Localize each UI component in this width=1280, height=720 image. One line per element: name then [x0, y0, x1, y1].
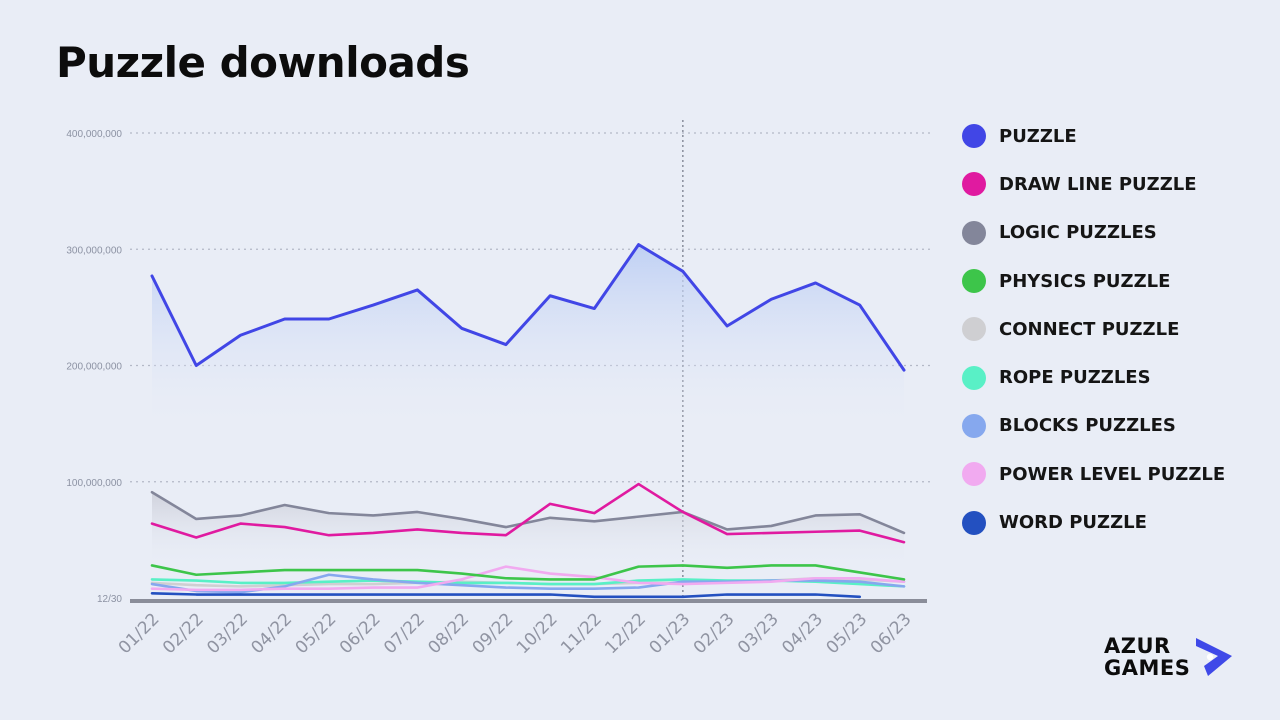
- x-tick-label: 06/22: [336, 609, 385, 658]
- series-areas: [152, 244, 904, 564]
- y-tick-label: 300,000,000: [66, 245, 122, 256]
- legend-item[interactable]: WORD PUZZLE: [962, 498, 1225, 546]
- x-tick-label: 01/23: [646, 609, 695, 658]
- azur-games-logo: AZUR GAMES: [1104, 632, 1234, 682]
- legend-item[interactable]: ROPE PUZZLES: [962, 353, 1225, 401]
- series-line: [150, 592, 862, 599]
- x-tick-label: 04/23: [778, 609, 827, 658]
- legend-swatch: [962, 269, 986, 294]
- x-tick-label: 05/23: [823, 609, 872, 658]
- series-area: [152, 492, 904, 564]
- legend-label: ROPE PUZZLES: [999, 367, 1151, 389]
- legend-label: BLOCKS PUZZLES: [999, 415, 1176, 437]
- series-area: [152, 244, 904, 424]
- x-axis-line: [130, 599, 927, 603]
- series-line: [150, 243, 906, 372]
- legend-swatch: [962, 124, 986, 149]
- legend-swatch: [962, 413, 986, 438]
- series-line: [150, 482, 906, 544]
- y-tick-label: 12/30: [97, 594, 122, 605]
- y-tick-label: 200,000,000: [66, 362, 122, 373]
- legend-label: POWER LEVEL PUZZLE: [999, 463, 1226, 485]
- legend-label: PHYSICS PUZZLE: [999, 270, 1171, 292]
- legend-swatch: [962, 365, 986, 390]
- legend-swatch: [962, 172, 986, 197]
- legend-label: PUZZLE: [999, 125, 1077, 147]
- series-line: [150, 490, 906, 535]
- chart-title: Puzzle downloads: [56, 38, 470, 87]
- x-tick-label: 12/22: [601, 609, 650, 658]
- x-tick-label: 09/22: [469, 609, 518, 658]
- legend-label: DRAW LINE PUZZLE: [999, 173, 1197, 195]
- logo-text-line2: GAMES: [1104, 656, 1191, 680]
- series-line: [150, 564, 906, 581]
- legend-item[interactable]: LOGIC PUZZLES: [962, 209, 1225, 257]
- line-chart: 12/30 100,000,000 200,000,000 300,000,000 40…: [66, 120, 930, 658]
- legend-label: WORD PUZZLE: [999, 512, 1147, 534]
- legend-swatch: [962, 462, 986, 487]
- x-tick-label: 03/22: [203, 609, 252, 658]
- legend-item[interactable]: BLOCKS PUZZLES: [962, 402, 1225, 450]
- legend-label: CONNECT PUZZLE: [999, 318, 1180, 340]
- logo-text-line1: AZUR: [1104, 634, 1171, 658]
- legend-item[interactable]: CONNECT PUZZLE: [962, 305, 1225, 353]
- legend-swatch: [962, 317, 986, 342]
- y-tick-label: 100,000,000: [66, 478, 122, 489]
- x-tick-label: 11/22: [557, 609, 606, 658]
- x-tick-label: 04/22: [247, 609, 296, 658]
- x-tick-label: 07/22: [380, 609, 429, 658]
- x-tick-label: 08/22: [424, 609, 473, 658]
- legend-item[interactable]: PUZZLE: [962, 112, 1225, 160]
- x-tick-label: 01/22: [115, 609, 164, 658]
- legend-label: LOGIC PUZZLES: [999, 222, 1157, 244]
- legend-swatch: [962, 510, 986, 535]
- legend-item[interactable]: DRAW LINE PUZZLE: [962, 160, 1225, 208]
- legend: PUZZLE DRAW LINE PUZZLE LOGIC PUZZLES PH…: [962, 112, 1225, 547]
- x-tick-label: 10/22: [513, 609, 562, 658]
- x-tick-label: 06/23: [867, 609, 916, 658]
- series-lines: [150, 243, 906, 599]
- x-tick-label: 03/23: [734, 609, 783, 658]
- x-tick-label: 02/23: [690, 609, 739, 658]
- series-line: [150, 565, 906, 592]
- y-tick-label: 400,000,000: [66, 129, 122, 140]
- legend-item[interactable]: POWER LEVEL PUZZLE: [962, 450, 1225, 498]
- legend-item[interactable]: PHYSICS PUZZLE: [962, 257, 1225, 305]
- x-tick-label: 02/22: [159, 609, 208, 658]
- x-tick-label: 05/22: [292, 609, 341, 658]
- legend-swatch: [962, 220, 986, 245]
- azur-play-icon: [1196, 638, 1232, 676]
